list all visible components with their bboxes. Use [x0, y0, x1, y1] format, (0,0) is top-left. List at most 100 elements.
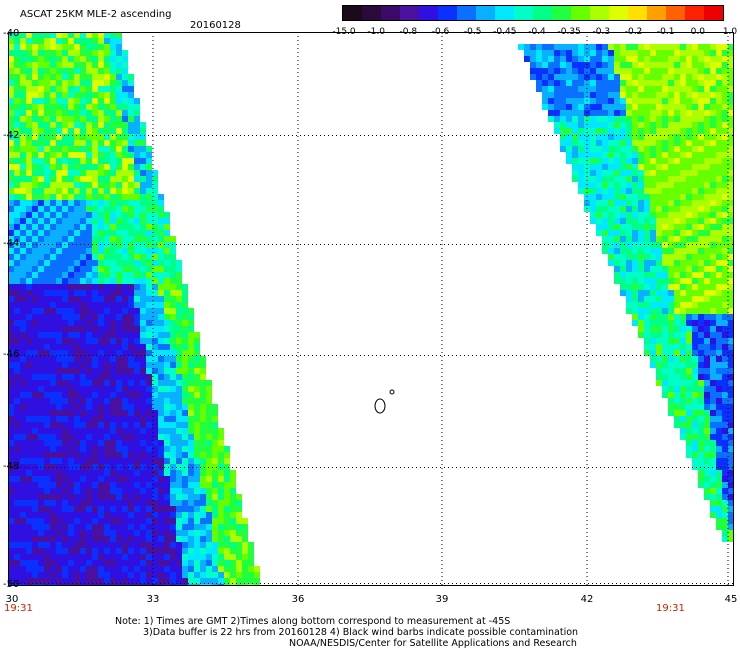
- swath-cell: [644, 230, 650, 236]
- swath-cell: [662, 290, 668, 296]
- swath-cell: [116, 572, 122, 578]
- swath-cell: [56, 212, 62, 218]
- swath-cell: [26, 248, 32, 254]
- swath-cell: [200, 578, 206, 584]
- swath-cell: [116, 56, 122, 62]
- swath-cell: [716, 224, 722, 230]
- swath-cell: [98, 338, 104, 344]
- swath-cell: [674, 134, 680, 140]
- swath-cell: [8, 164, 14, 170]
- swath-cell: [710, 182, 716, 188]
- swath-cell: [56, 98, 62, 104]
- swath-cell: [680, 404, 686, 410]
- swath-cell: [56, 356, 62, 362]
- swath-cell: [98, 284, 104, 290]
- swath-cell: [230, 542, 236, 548]
- swath-cell: [650, 332, 656, 338]
- swath-cell: [650, 176, 656, 182]
- swath-cell: [98, 302, 104, 308]
- swath-cell: [578, 134, 584, 140]
- swath-cell: [158, 506, 164, 512]
- swath-cell: [128, 440, 134, 446]
- swath-cell: [140, 422, 146, 428]
- swath-cell: [632, 110, 638, 116]
- swath-cell: [170, 380, 176, 386]
- swath-cell: [134, 260, 140, 266]
- swath-cell: [14, 458, 20, 464]
- swath-cell: [686, 92, 692, 98]
- swath-cell: [704, 470, 710, 476]
- swath-cell: [116, 302, 122, 308]
- swath-cell: [680, 344, 686, 350]
- swath-cell: [698, 260, 704, 266]
- swath-cell: [668, 50, 674, 56]
- swath-cell: [128, 572, 134, 578]
- swath-cell: [626, 110, 632, 116]
- swath-cell: [62, 518, 68, 524]
- swath-cell: [68, 236, 74, 242]
- swath-cell: [146, 182, 152, 188]
- swath-cell: [110, 494, 116, 500]
- swath-cell: [122, 386, 128, 392]
- swath-cell: [32, 194, 38, 200]
- swath-cell: [128, 182, 134, 188]
- swath-cell: [170, 386, 176, 392]
- color-scale-segment: [590, 6, 609, 20]
- swath-cell: [680, 134, 686, 140]
- swath-cell: [182, 338, 188, 344]
- swath-cell: [92, 188, 98, 194]
- swath-cell: [68, 476, 74, 482]
- swath-cell: [638, 50, 644, 56]
- swath-cell: [74, 566, 80, 572]
- swath-cell: [62, 38, 68, 44]
- swath-cell: [650, 218, 656, 224]
- swath-cell: [38, 428, 44, 434]
- swath-cell: [8, 206, 14, 212]
- swath-cell: [128, 452, 134, 458]
- swath-cell: [116, 86, 122, 92]
- swath-cell: [92, 218, 98, 224]
- swath-cell: [62, 332, 68, 338]
- swath-cell: [50, 260, 56, 266]
- swath-cell: [164, 212, 170, 218]
- swath-cell: [56, 200, 62, 206]
- swath-cell: [650, 80, 656, 86]
- swath-cell: [14, 218, 20, 224]
- swath-cell: [38, 320, 44, 326]
- swath-cell: [662, 266, 668, 272]
- swath-cell: [236, 512, 242, 518]
- swath-cell: [104, 350, 110, 356]
- swath-cell: [728, 116, 734, 122]
- swath-cell: [44, 518, 50, 524]
- swath-cell: [602, 194, 608, 200]
- swath-cell: [716, 326, 722, 332]
- swath-cell: [170, 392, 176, 398]
- swath-cell: [146, 398, 152, 404]
- swath-cell: [32, 422, 38, 428]
- color-scale-segment: [666, 6, 685, 20]
- swath-cell: [74, 44, 80, 50]
- swath-cell: [146, 374, 152, 380]
- swath-cell: [644, 224, 650, 230]
- swath-cell: [182, 350, 188, 356]
- swath-cell: [668, 218, 674, 224]
- swath-cell: [566, 134, 572, 140]
- swath-cell: [728, 206, 734, 212]
- swath-cell: [62, 176, 68, 182]
- swath-cell: [650, 230, 656, 236]
- swath-cell: [236, 506, 242, 512]
- swath-cell: [74, 284, 80, 290]
- swath-cell: [698, 482, 704, 488]
- swath-cell: [26, 554, 32, 560]
- swath-cell: [140, 164, 146, 170]
- swath-cell: [632, 242, 638, 248]
- swath-cell: [134, 164, 140, 170]
- swath-cell: [200, 398, 206, 404]
- swath-cell: [92, 74, 98, 80]
- swath-cell: [26, 50, 32, 56]
- swath-cell: [86, 302, 92, 308]
- swath-cell: [692, 428, 698, 434]
- swath-cell: [596, 212, 602, 218]
- swath-cell: [596, 152, 602, 158]
- swath-cell: [110, 356, 116, 362]
